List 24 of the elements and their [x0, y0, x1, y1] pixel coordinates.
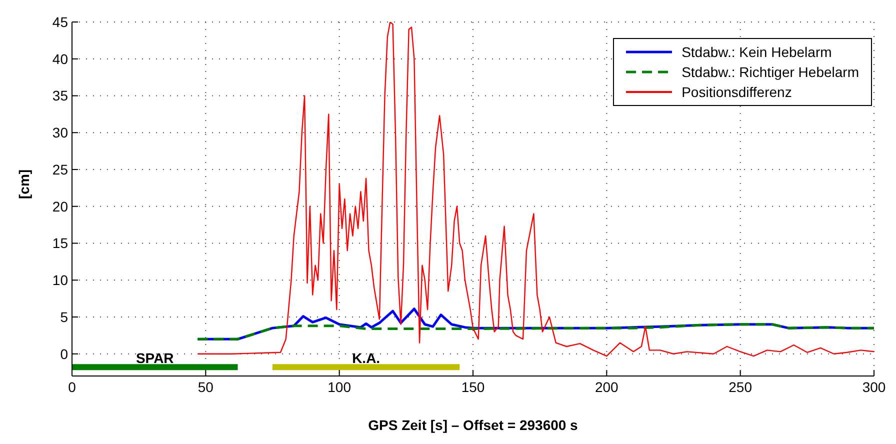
legend-label: Stdabw.: Richtiger Hebelarm: [682, 64, 859, 80]
x-tick-label: 250: [728, 378, 752, 395]
y-tick-label: 0: [60, 346, 68, 362]
y-tick-label: 20: [52, 198, 68, 214]
x-axis-title: GPS Zeit [s] – Offset = 293600 s: [368, 417, 578, 433]
y-tick-label: 25: [52, 161, 68, 178]
y-tick-label: 15: [52, 235, 68, 252]
x-tick-label: 200: [594, 378, 619, 395]
line-series: [196, 323, 874, 340]
annotation: K.A.: [352, 350, 380, 366]
y-axis-title: [cm]: [16, 169, 32, 199]
y-tick-label: 35: [52, 88, 68, 104]
annotation: SPAR: [136, 350, 174, 366]
x-tick-label: 300: [862, 378, 886, 395]
y-tick-label: 5: [60, 308, 68, 325]
legend-label: Stdabw.: Kein Hebelarm: [682, 44, 832, 60]
x-tick-label: 100: [328, 378, 352, 395]
y-tick-label: 40: [52, 50, 68, 67]
y-tick-label: 10: [52, 272, 68, 288]
y-tick-label: 30: [52, 124, 68, 141]
x-tick-label: 150: [461, 378, 485, 395]
x-tick-label: 50: [198, 378, 214, 395]
y-tick-label: 45: [52, 14, 68, 30]
legend-label: Positionsdifferenz: [682, 84, 792, 100]
